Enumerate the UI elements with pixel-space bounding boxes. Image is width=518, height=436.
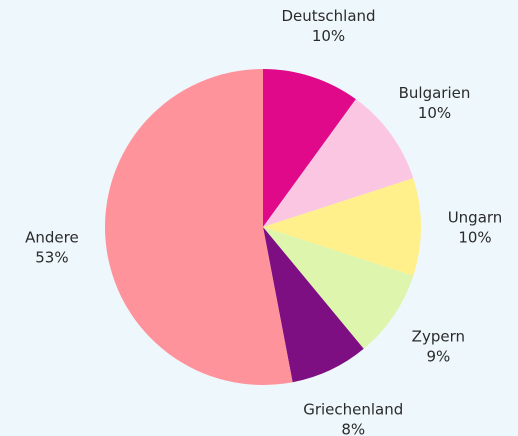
pie-slice	[263, 227, 414, 349]
slice-label: Bulgarien	[399, 84, 471, 102]
slice-value-label: 9%	[426, 348, 450, 366]
pie-slice	[263, 227, 364, 383]
pie-slice	[263, 178, 422, 276]
slice-value-label: 8%	[341, 420, 365, 436]
slice-value-label: 10%	[312, 27, 345, 45]
slice-label: Ungarn	[448, 209, 503, 227]
slice-label: Griechenland	[303, 400, 403, 418]
slice-label: Deutschland	[281, 7, 375, 25]
slice-label: Zypern	[412, 328, 465, 346]
pie-slice	[263, 69, 356, 227]
pie-slice	[104, 69, 293, 385]
pie-slice	[263, 99, 414, 227]
slice-label: Andere	[25, 228, 79, 246]
slice-value-label: 10%	[458, 229, 491, 247]
slice-value-label: 10%	[418, 104, 451, 122]
slice-value-label: 53%	[35, 248, 68, 266]
